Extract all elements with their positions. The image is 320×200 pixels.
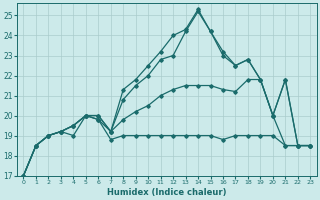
X-axis label: Humidex (Indice chaleur): Humidex (Indice chaleur)	[107, 188, 227, 197]
